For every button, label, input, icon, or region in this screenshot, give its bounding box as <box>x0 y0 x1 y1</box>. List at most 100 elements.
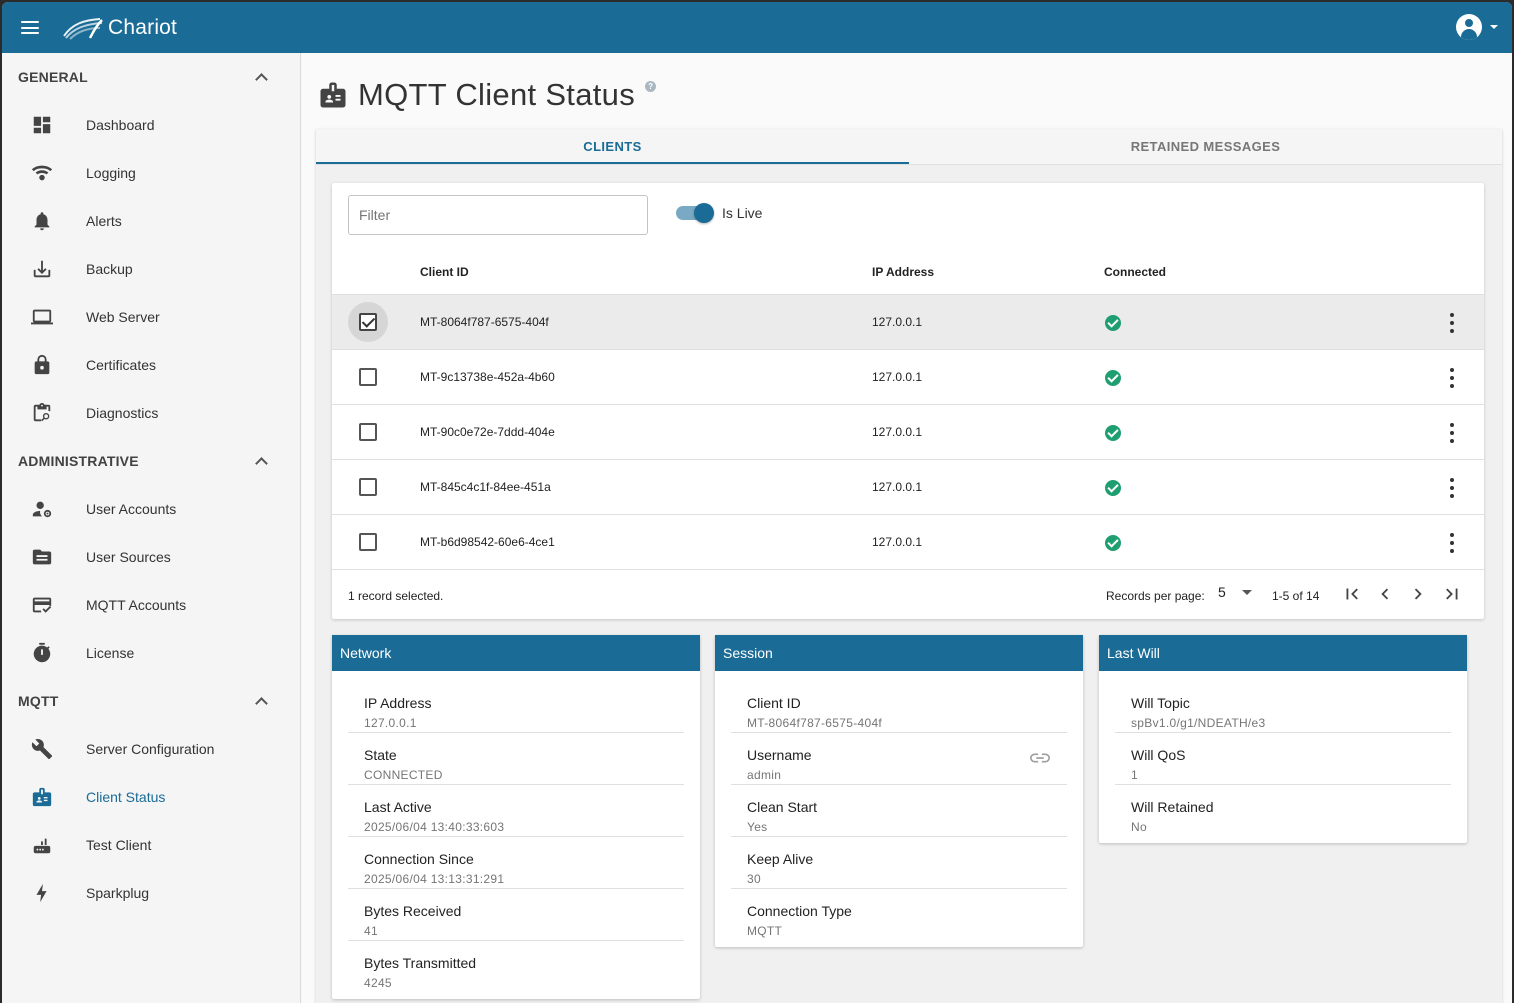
sidebar-item-client-status[interactable]: Client Status <box>2 773 300 821</box>
section-general[interactable]: GENERAL <box>2 53 300 101</box>
sidebar-item-user-sources[interactable]: User Sources <box>2 533 300 581</box>
sidebar-item-server-configuration[interactable]: Server Configuration <box>2 725 300 773</box>
sidebar-item-sparkplug[interactable]: Sparkplug <box>2 869 300 917</box>
client-id-cell: MT-b6d98542-60e6-4ce1 <box>420 535 555 549</box>
sidebar-item-license[interactable]: License <box>2 629 300 677</box>
user-gear-icon <box>30 497 54 521</box>
client-id-cell: MT-9c13738e-452a-4b60 <box>420 370 555 384</box>
first-page-icon[interactable] <box>1340 582 1364 606</box>
link-icon[interactable] <box>1029 751 1051 765</box>
table-row[interactable]: MT-90c0e72e-7ddd-404e 127.0.0.1 <box>332 404 1484 459</box>
row-checkbox[interactable] <box>359 533 377 551</box>
sidebar-item-logging[interactable]: Logging <box>2 149 300 197</box>
badge-icon <box>320 82 346 108</box>
table-row[interactable]: MT-9c13738e-452a-4b60 127.0.0.1 <box>332 349 1484 404</box>
field-value: CONNECTED <box>364 768 443 782</box>
filter-input[interactable] <box>348 195 648 235</box>
clients-table-card: Is Live Client ID IP Address Connected M… <box>332 183 1484 619</box>
field-label: Bytes Transmitted <box>364 955 477 971</box>
row-checkbox-wrap[interactable] <box>348 357 388 397</box>
records-per-page-value: 5 <box>1218 584 1226 600</box>
table-row[interactable]: MT-845c4c1f-84ee-451a 127.0.0.1 <box>332 459 1484 514</box>
field-value: MQTT <box>747 924 783 938</box>
row-checkbox[interactable] <box>359 368 377 386</box>
sidebar-item-label: Certificates <box>86 357 157 373</box>
last-will-field: Will Retained No <box>1115 785 1451 837</box>
column-header-connected[interactable]: Connected <box>1104 265 1167 279</box>
account-menu[interactable] <box>1456 14 1498 40</box>
chevron-up-icon <box>255 457 268 470</box>
more-vert-icon[interactable] <box>1448 313 1456 333</box>
last-page-icon[interactable] <box>1440 582 1464 606</box>
sidebar-item-backup[interactable]: Backup <box>2 245 300 293</box>
sidebar-item-label: Sparkplug <box>86 885 150 901</box>
table-row[interactable]: MT-8064f787-6575-404f 127.0.0.1 <box>332 294 1484 349</box>
row-checkbox-wrap[interactable] <box>348 412 388 452</box>
sidebar-item-web-server[interactable]: Web Server <box>2 293 300 341</box>
row-checkbox-wrap[interactable] <box>348 467 388 507</box>
app-name: Chariot <box>108 15 178 39</box>
stopwatch-icon <box>30 641 54 665</box>
row-checkbox[interactable] <box>359 313 377 331</box>
column-header-client-id[interactable]: Client ID <box>420 265 469 279</box>
row-checkbox-wrap[interactable] <box>348 522 388 562</box>
table-row[interactable]: MT-b6d98542-60e6-4ce1 127.0.0.1 <box>332 514 1484 569</box>
page-range: 1-5 of 14 <box>1272 589 1320 603</box>
column-header-ip-address[interactable]: IP Address <box>872 265 935 279</box>
section-mqtt[interactable]: MQTT <box>2 677 300 725</box>
section-title: GENERAL <box>18 69 88 85</box>
field-value: MT-8064f787-6575-404f <box>747 716 883 730</box>
clipboard-search-icon <box>30 401 54 425</box>
tab-clients[interactable]: CLIENTS <box>316 129 909 164</box>
tab-retained-messages[interactable]: RETAINED MESSAGES <box>1130 139 1281 154</box>
records-per-page-select[interactable]: 5 <box>1218 584 1252 600</box>
lock-icon <box>30 353 54 377</box>
field-value: 4245 <box>364 976 392 990</box>
network-field: Connection Since 2025/06/04 13:13:31:291 <box>348 837 684 889</box>
section-administrative[interactable]: ADMINISTRATIVE <box>2 437 300 485</box>
row-checkbox[interactable] <box>359 478 377 496</box>
connected-check-icon <box>1105 425 1121 441</box>
brand[interactable]: Chariot <box>60 16 177 40</box>
toggle-switch[interactable] <box>676 203 714 223</box>
session-field: Connection Type MQTT <box>731 889 1067 941</box>
sidebar-item-certificates[interactable]: Certificates <box>2 341 300 389</box>
sidebar-item-alerts[interactable]: Alerts <box>2 197 300 245</box>
connected-check-icon <box>1105 370 1121 386</box>
sidebar-item-dashboard[interactable]: Dashboard <box>2 101 300 149</box>
chariot-logo-icon <box>63 17 103 40</box>
row-checkbox-wrap[interactable] <box>348 302 388 342</box>
sidebar-item-label: MQTT Accounts <box>86 597 187 613</box>
help-icon[interactable]: ? <box>645 80 657 92</box>
previous-page-icon[interactable] <box>1373 582 1397 606</box>
sidebar-item-label: User Accounts <box>86 501 177 517</box>
ip-address-cell: 127.0.0.1 <box>872 480 923 494</box>
more-vert-icon[interactable] <box>1448 533 1456 553</box>
field-value: 30 <box>747 872 761 886</box>
field-label: Will QoS <box>1131 747 1186 763</box>
hamburger-icon <box>21 21 39 34</box>
sidebar-item-label: Logging <box>86 165 136 181</box>
next-page-icon[interactable] <box>1406 582 1430 606</box>
sidebar-item-label: Diagnostics <box>86 405 159 421</box>
laptop-icon <box>30 305 54 329</box>
session-field: Client ID MT-8064f787-6575-404f <box>731 681 1067 733</box>
sidebar-item-diagnostics[interactable]: Diagnostics <box>2 389 300 437</box>
more-vert-icon[interactable] <box>1448 368 1456 388</box>
sidebar-item-user-accounts[interactable]: User Accounts <box>2 485 300 533</box>
is-live-toggle[interactable]: Is Live <box>676 203 762 223</box>
section-title: ADMINISTRATIVE <box>18 453 139 469</box>
sidebar-item-mqtt-accounts[interactable]: MQTT Accounts <box>2 581 300 629</box>
records-per-page-label: Records per page: <box>1106 589 1205 603</box>
download-icon <box>30 257 54 281</box>
badge-icon <box>30 785 54 809</box>
session-field: Clean Start Yes <box>731 785 1067 837</box>
menu-button[interactable] <box>2 2 58 53</box>
field-value: 41 <box>364 924 378 938</box>
row-checkbox[interactable] <box>359 423 377 441</box>
sidebar-item-test-client[interactable]: Test Client <box>2 821 300 869</box>
connected-check-icon <box>1105 535 1121 551</box>
more-vert-icon[interactable] <box>1448 423 1456 443</box>
account-circle-icon <box>1456 14 1482 40</box>
more-vert-icon[interactable] <box>1448 478 1456 498</box>
